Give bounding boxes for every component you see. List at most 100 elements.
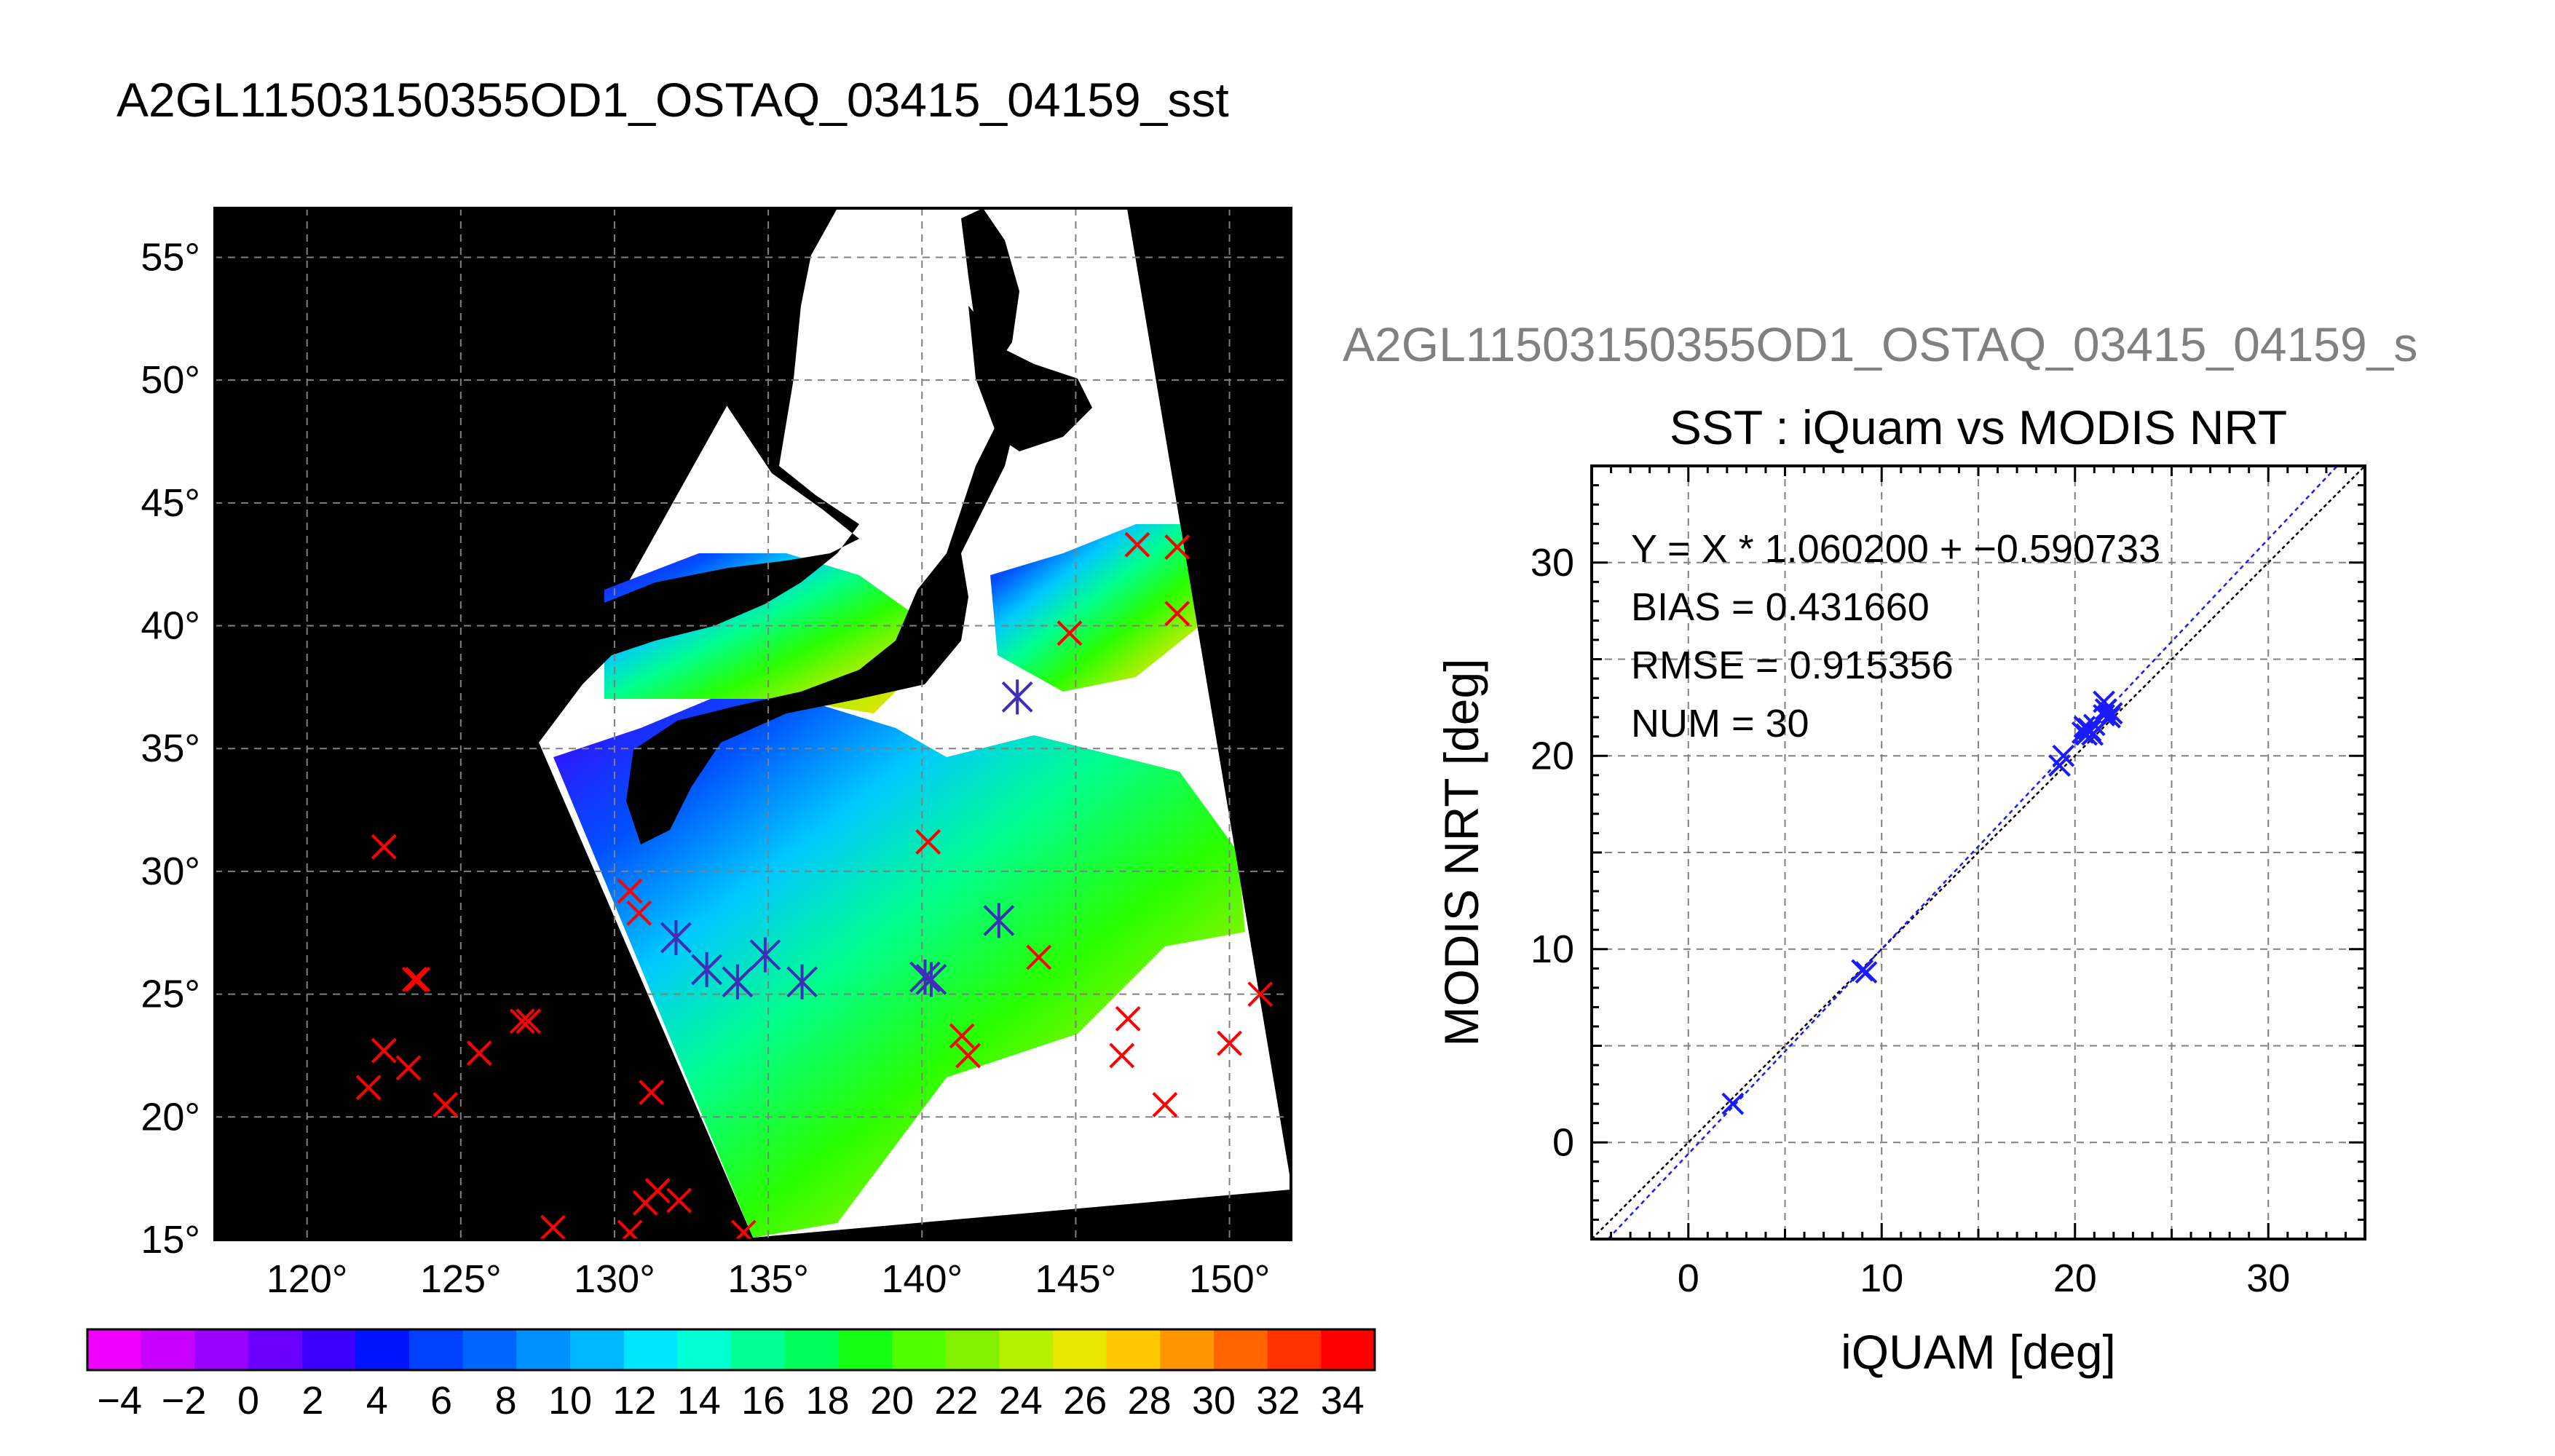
station-x-marker — [371, 1037, 397, 1064]
map-panel: 120° 125° 130° 135° 140° 145° 150° 55° 50° 45° 40°… — [141, 207, 1292, 1301]
colorbar-label: 22 — [934, 1379, 978, 1423]
bias-stat: BIAS = 0.431660 — [1631, 585, 1930, 629]
lat-tick-label: 55° — [141, 235, 200, 279]
colorbar-label: 2 — [301, 1379, 323, 1423]
plot-ticks — [1590, 464, 2366, 1241]
plot-tick-labels: 0 10 20 30 0 10 20 30 — [1531, 541, 2290, 1300]
station-x-marker — [395, 1055, 422, 1081]
colorbar-cell — [623, 1329, 678, 1370]
lat-tick-label: 30° — [141, 850, 200, 893]
colorbar-cell — [409, 1329, 464, 1370]
lon-tick-label: 145° — [1035, 1257, 1117, 1301]
station-x-marker — [402, 966, 427, 992]
station-x-marker — [666, 1187, 692, 1214]
station-x-marker — [1164, 534, 1190, 560]
station-x-marker — [509, 1008, 535, 1034]
colorbar-cell — [1053, 1329, 1107, 1370]
colorbar-cell — [301, 1329, 356, 1370]
scatter-title: SST : iQuam vs MODIS NRT — [1670, 400, 2287, 454]
sst-field — [553, 692, 1245, 1238]
station-x-marker — [433, 1092, 459, 1117]
station-x-marker — [516, 1008, 542, 1034]
colorbar-label: 30 — [1192, 1379, 1236, 1423]
colorbar-labels: −4 −2 0 2 4 6 8 10 12 14 16 18 20 22 24 26 28 30 32 34 — [97, 1379, 1364, 1423]
station-x-marker — [730, 1219, 757, 1240]
lon-tick-label: 125° — [420, 1257, 502, 1301]
colorbar-label: 8 — [495, 1379, 517, 1423]
sst-field-east — [990, 524, 1209, 692]
colorbar-cell — [248, 1329, 303, 1370]
colorbar: −4 −2 0 2 4 6 8 10 12 14 16 18 20 22 24 26 28 30 32 34 — [86, 1328, 1376, 1423]
rmse-stat: RMSE = 0.915356 — [1631, 644, 1954, 687]
colorbar-label: −2 — [162, 1379, 207, 1423]
y-tick-label: 20 — [1531, 734, 1574, 778]
match-star-marker — [983, 903, 1015, 938]
regression-line — [1606, 466, 2339, 1239]
colorbar-cell — [731, 1329, 786, 1370]
colorbar-frame — [86, 1328, 1376, 1372]
colorbar-cell — [945, 1329, 1000, 1370]
colorbar-label: −4 — [97, 1379, 142, 1423]
land-taiwan-edge — [215, 208, 753, 1240]
station-x-marker — [644, 1178, 671, 1203]
station-x-marker — [617, 878, 643, 904]
page-title: A2GL11503150355OD1_OSTAQ_03415_04159_sst — [117, 73, 1229, 127]
colorbar-label: 18 — [806, 1379, 850, 1423]
colorbar-cell — [784, 1329, 839, 1370]
colorbar-cell — [892, 1329, 947, 1370]
map-frame — [213, 207, 1292, 1241]
match-star-marker — [786, 964, 818, 1000]
station-x-marker — [949, 1023, 975, 1049]
station-x-marker — [617, 1219, 643, 1240]
lat-tick-label: 25° — [141, 973, 200, 1016]
data-point — [2100, 702, 2123, 725]
colorbar-cell — [516, 1329, 571, 1370]
lat-tick-label: 35° — [141, 727, 200, 770]
station-x-marker — [466, 1040, 492, 1067]
station-x-marker — [1247, 981, 1273, 1008]
colorbar-label: 0 — [237, 1379, 259, 1423]
station-x-marker — [1026, 944, 1052, 970]
lat-tick-label: 20° — [141, 1095, 200, 1139]
colorbar-cell — [1267, 1329, 1322, 1370]
colorbar-cell — [677, 1329, 732, 1370]
x-axis-label: iQUAM [deg] — [1841, 1325, 2116, 1379]
land-hokkaido — [976, 349, 1092, 451]
identity-line — [1592, 466, 2365, 1239]
station-x-marker — [1057, 620, 1083, 646]
colorbar-label: 16 — [741, 1379, 785, 1423]
station-x-marker — [955, 1042, 982, 1069]
map-markers — [355, 531, 1273, 1240]
colorbar-label: 24 — [999, 1379, 1043, 1423]
colorbar-label: 10 — [548, 1379, 592, 1423]
colorbar-cell — [355, 1329, 410, 1370]
lon-tick-label: 140° — [881, 1257, 963, 1301]
colorbar-cell — [570, 1329, 625, 1370]
match-star-marker — [749, 937, 781, 973]
station-x-marker — [371, 834, 397, 860]
colorbar-cell — [1214, 1329, 1268, 1370]
lat-tick-label: 45° — [141, 481, 200, 525]
data-point — [1855, 961, 1878, 984]
station-x-marker — [355, 1075, 382, 1101]
colorbar-cells — [87, 1329, 1375, 1370]
lat-tick-label: 50° — [141, 358, 200, 402]
land-japan — [626, 306, 1019, 844]
match-star-marker — [1001, 679, 1033, 715]
match-star-marker — [722, 964, 754, 1000]
match-star-marker — [909, 960, 941, 995]
station-x-marker — [405, 966, 431, 992]
colorbar-cell — [838, 1329, 893, 1370]
station-x-marker — [1109, 1042, 1135, 1069]
colorbar-cell — [87, 1329, 142, 1370]
scatter-file-title: A2GL11503150355OD1_OSTAQ_03415_04159_s — [1343, 317, 2417, 371]
colorbar-cell — [462, 1329, 517, 1370]
plot-grid — [1592, 466, 2365, 1239]
lon-tick-label: 150° — [1189, 1257, 1271, 1301]
station-x-marker — [540, 1214, 566, 1240]
colorbar-cell — [999, 1329, 1054, 1370]
colorbar-label: 6 — [430, 1379, 452, 1423]
land-sakhalin — [961, 208, 1019, 364]
plot-points — [1721, 690, 2123, 1115]
